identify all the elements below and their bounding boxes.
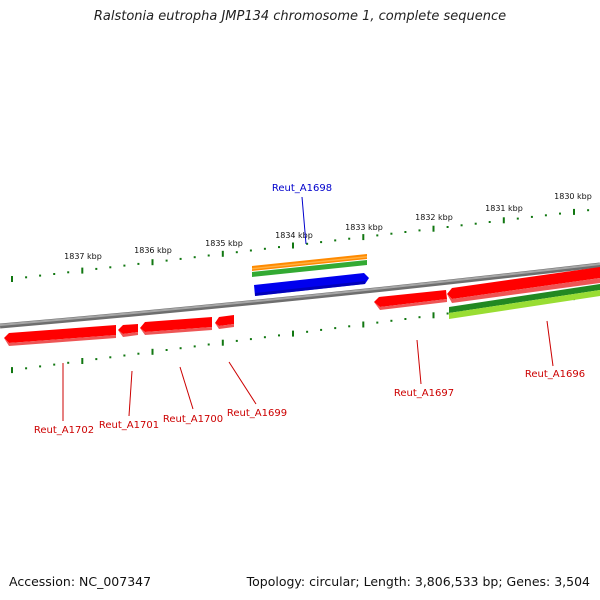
kbp-tick-label: 1833 kbp [345, 223, 383, 232]
gene-features [4, 267, 600, 346]
kbp-tick-labels: 1837 kbp 1836 kbp 1835 kbp 1834 kbp 1833 kbp… [64, 192, 592, 261]
gene-label-reut-a1700[interactable]: Reut_A1700 [163, 414, 223, 425]
gene-reut-a1701[interactable] [118, 324, 138, 337]
accession-label: Accession: NC_007347 [9, 574, 152, 589]
kbp-tick-label: 1836 kbp [134, 246, 172, 255]
kbp-tick-label: 1831 kbp [485, 204, 523, 213]
feature-band-orange [252, 254, 367, 271]
gene-label-reut-a1698[interactable]: Reut_A1698 [272, 183, 332, 194]
feature-band-dark-green [449, 284, 600, 313]
topology-label: Topology: circular; Length: 3,806,533 bp… [246, 574, 590, 589]
gene-label-reut-a1702[interactable]: Reut_A1702 [34, 425, 94, 436]
gene-label-reut-a1696[interactable]: Reut_A1696 [525, 369, 585, 380]
upper-tick-row [11, 208, 590, 282]
map-title: Ralstonia eutropha JMP134 chromosome 1, … [93, 9, 507, 24]
kbp-tick-label: 1830 kbp [554, 192, 592, 201]
gene-reut-a1696[interactable] [447, 267, 600, 303]
gene-label-reut-a1701[interactable]: Reut_A1701 [99, 420, 159, 431]
kbp-tick-label: 1832 kbp [415, 213, 453, 222]
gene-reut-a1700[interactable] [140, 317, 212, 335]
gene-reut-a1697[interactable] [374, 290, 447, 310]
gene-reut-a1702[interactable] [4, 325, 116, 346]
gene-label-reut-a1699[interactable]: Reut_A1699 [227, 408, 287, 419]
gene-reut-a1698[interactable] [254, 273, 369, 296]
gene-label-reut-a1697[interactable]: Reut_A1697 [394, 388, 454, 399]
kbp-tick-label: 1834 kbp [275, 231, 313, 240]
feature-band-green [252, 260, 367, 277]
feature-band-light-green [449, 290, 600, 319]
kbp-tick-label: 1837 kbp [64, 252, 102, 261]
label-leader-lines [62, 196, 554, 421]
gene-labels: Reut_A1698 Reut_A1702 Reut_A1701 Reut_A1… [34, 183, 585, 436]
kbp-tick-label: 1835 kbp [205, 239, 243, 248]
chromosome-backbone [0, 262, 600, 329]
gene-reut-a1699[interactable] [215, 315, 234, 329]
